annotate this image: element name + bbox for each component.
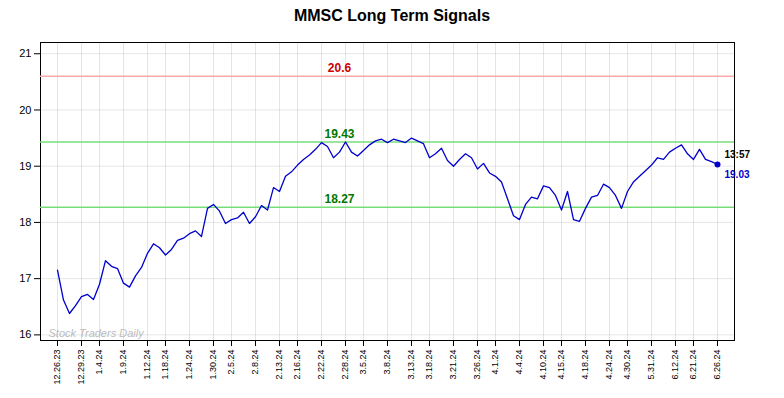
svg-text:1.24.24: 1.24.24 (184, 350, 194, 380)
svg-text:3.5.24: 3.5.24 (358, 350, 368, 375)
svg-text:1.18.24: 1.18.24 (160, 350, 170, 380)
svg-text:2.8.24: 2.8.24 (250, 350, 260, 375)
svg-text:20.6: 20.6 (328, 61, 352, 75)
svg-text:6.12.24: 6.12.24 (670, 350, 680, 380)
svg-text:1.9.24: 1.9.24 (118, 350, 128, 375)
svg-text:3.18.24: 3.18.24 (424, 350, 434, 380)
svg-text:19.03: 19.03 (725, 169, 750, 180)
svg-text:17: 17 (19, 272, 31, 284)
svg-text:2.28.24: 2.28.24 (340, 350, 350, 380)
html-text:MMSC Long Term Signals: MMSC Long Term Signals (293, 7, 491, 24)
svg-text:6.26.24: 6.26.24 (712, 350, 722, 380)
svg-text:4.18.24: 4.18.24 (580, 350, 590, 380)
svg-text:4.1.24: 4.1.24 (490, 350, 500, 375)
svg-text:12.29.23: 12.29.23 (76, 350, 86, 385)
svg-text:4.15.24: 4.15.24 (556, 350, 566, 380)
svg-text:2.16.24: 2.16.24 (292, 350, 302, 380)
svg-text:2.5.24: 2.5.24 (226, 350, 236, 375)
svg-text:3.13.24: 3.13.24 (406, 350, 416, 380)
svg-text:12.26.23: 12.26.23 (52, 350, 62, 385)
svg-text:21: 21 (19, 47, 31, 59)
svg-text:4.10.24: 4.10.24 (538, 350, 548, 380)
svg-text:2.22.24: 2.22.24 (316, 350, 326, 380)
svg-text:19.43: 19.43 (324, 127, 354, 141)
svg-text:3.8.24: 3.8.24 (382, 350, 392, 375)
svg-text:1.12.24: 1.12.24 (142, 350, 152, 380)
svg-text:2.13.24: 2.13.24 (274, 350, 284, 380)
svg-text:3.21.24: 3.21.24 (448, 350, 458, 380)
svg-text:18.27: 18.27 (324, 192, 354, 206)
svg-text:1.30.24: 1.30.24 (208, 350, 218, 380)
svg-text:13:57: 13:57 (725, 149, 751, 160)
svg-text:18: 18 (19, 216, 31, 228)
svg-text:19: 19 (19, 160, 31, 172)
svg-text:1.4.24: 1.4.24 (94, 350, 104, 375)
svg-text:5.31.24: 5.31.24 (646, 350, 656, 380)
svg-text:4.4.24: 4.4.24 (514, 350, 524, 375)
svg-text:16: 16 (19, 328, 31, 340)
svg-text:6.21.24: 6.21.24 (688, 350, 698, 380)
svg-text:4.24.24: 4.24.24 (604, 350, 614, 380)
svg-text:4.30.24: 4.30.24 (622, 350, 632, 380)
svg-text:3.26.24: 3.26.24 (472, 350, 482, 380)
svg-text:Stock Traders Daily: Stock Traders Daily (49, 327, 146, 339)
svg-text:20: 20 (19, 103, 31, 115)
